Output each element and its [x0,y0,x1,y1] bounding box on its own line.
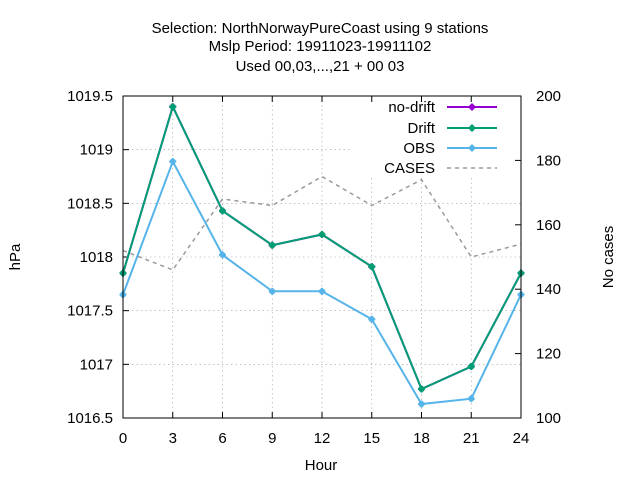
x-tick-label: 6 [218,430,226,447]
plot-frame [122,95,522,419]
legend: no-drift Drift OBS CASES [384,99,497,177]
data-point [219,251,226,259]
y2-tick-label: 200 [536,88,561,105]
series-layer [119,103,525,408]
data-point [268,241,276,249]
y-tick-label: 1019 [80,142,113,159]
data-point [318,230,326,238]
y2-axis-label: No cases [600,226,617,289]
legend-entry: OBS [403,140,497,157]
legend-label: OBS [403,140,435,157]
legend-entry: Drift [408,120,497,137]
data-point [368,263,376,271]
legend-label: CASES [384,160,435,177]
series-cases [122,175,522,271]
data-point [268,287,276,295]
chart-title: Selection: NorthNorwayPureCoast using 9 … [152,20,489,75]
y-tick-label: 1018.5 [67,195,113,212]
x-tick-label: 24 [513,430,530,447]
series-line [122,103,522,391]
title-line-1: Selection: NorthNorwayPureCoast using 9 … [152,20,489,37]
x-tick-label: 9 [268,430,276,447]
y2-tick-label: 100 [536,410,561,427]
series-line [122,175,522,271]
axis-ticks: 0 3 6 9 12 15 18 21 24 1016.5 1017 1017.5 1018 1018.5… [67,88,561,447]
y2-tick-label: 180 [536,152,561,169]
data-point [467,395,475,403]
y2-tick-label: 160 [536,217,561,234]
legend-marker [468,144,476,152]
legend-entry: no-drift [388,99,497,116]
data-point [318,287,326,295]
y-tick-label: 1017 [80,356,113,373]
x-tick-label: 21 [463,430,480,447]
title-line-2: Mslp Period: 19911023-19911102 [209,38,432,55]
x-tick-label: 18 [413,430,430,447]
x-tick-label: 12 [314,430,331,447]
legend-marker [468,124,476,132]
y2-tick-label: 120 [536,346,561,363]
legend-marker [468,103,476,111]
y2-tick-label: 140 [536,281,561,298]
x-tick-label: 15 [363,430,380,447]
series-line [122,159,522,406]
y-tick-label: 1016.5 [67,410,113,427]
legend-label: no-drift [388,99,436,116]
y-tick-label: 1019.5 [67,88,113,105]
series-line [122,103,522,391]
data-point [169,103,177,111]
grid-lines [123,96,521,418]
title-line-3: Used 00,03,...,21 + 00 03 [236,58,405,75]
y-axis-label: hPa [7,243,24,270]
y-tick-label: 1018 [80,249,113,266]
legend-entry: CASES [384,160,497,177]
legend-label: Drift [408,120,436,137]
data-point [467,362,475,370]
data-point [169,157,177,165]
x-tick-label: 0 [119,430,127,447]
data-point [219,207,226,215]
y-tick-label: 1017.5 [67,303,113,320]
data-point [418,400,425,408]
data-point [418,385,425,393]
data-point [368,315,376,323]
x-axis-label: Hour [305,457,338,474]
x-tick-label: 3 [169,430,177,447]
